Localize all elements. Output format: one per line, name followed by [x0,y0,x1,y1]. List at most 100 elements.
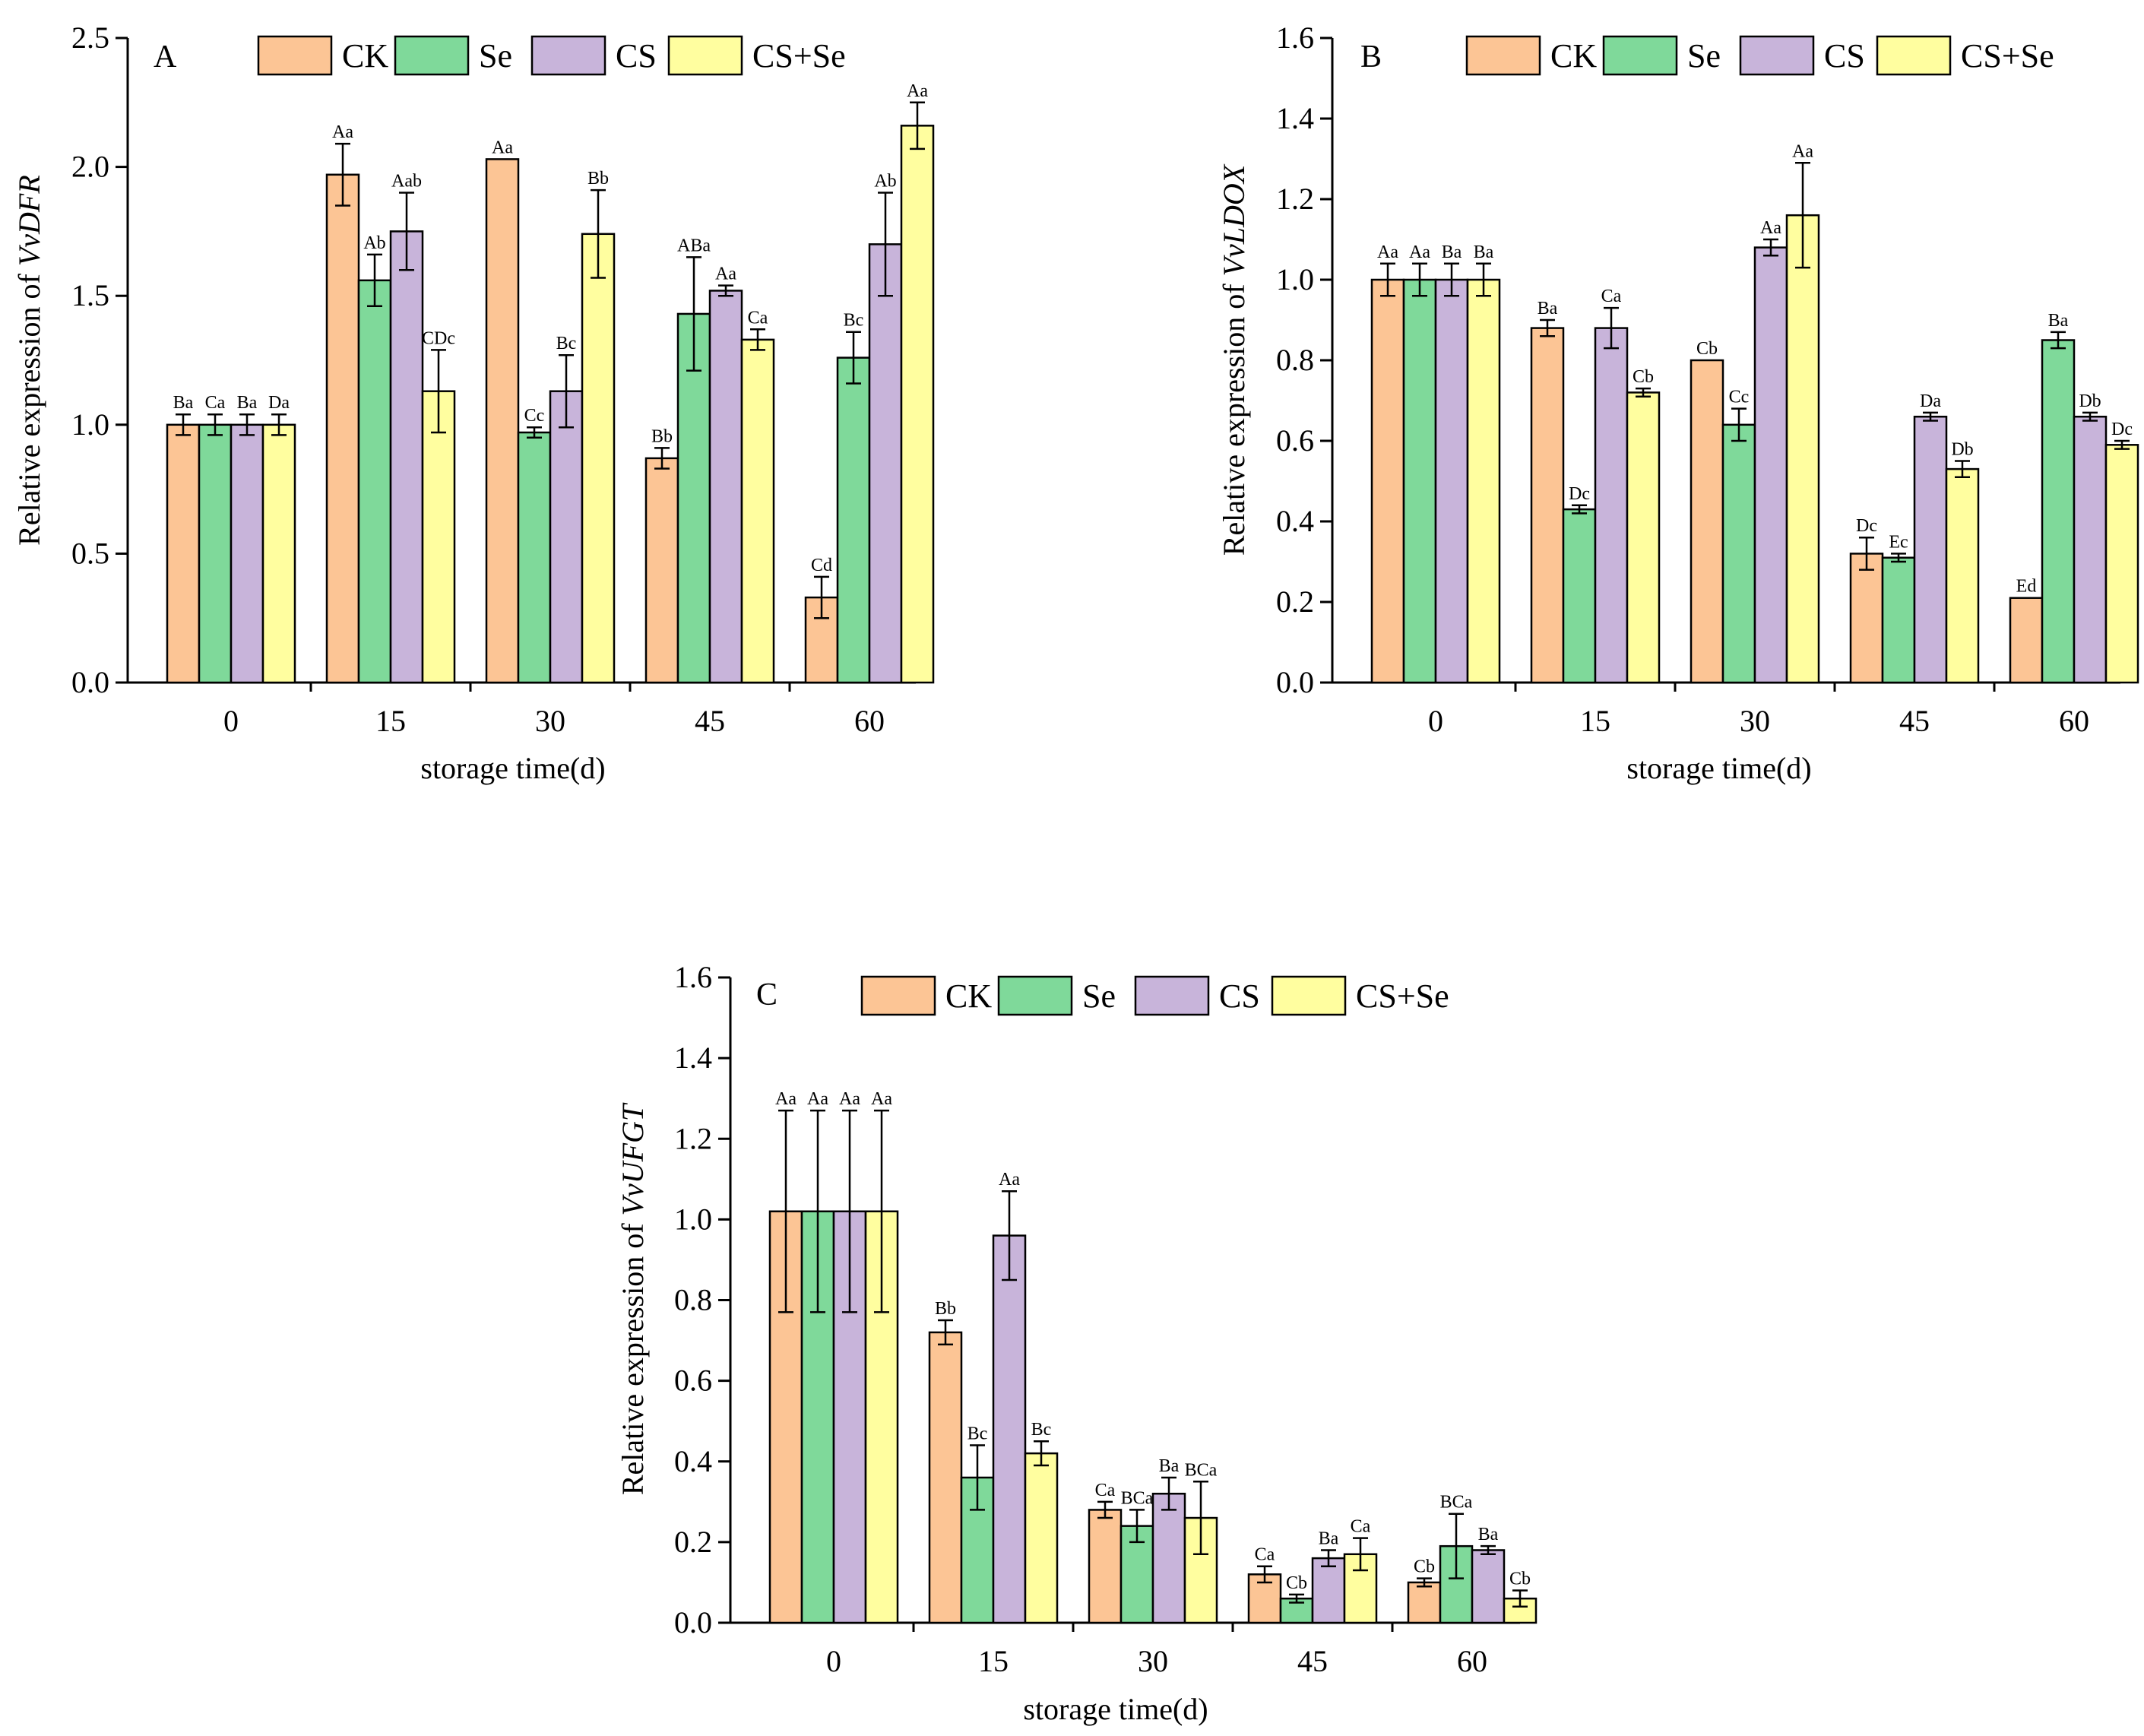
x-tick-label: 60 [854,704,885,738]
bar-se-15 [1562,508,1597,684]
x-axis-title: storage time(d) [1626,751,1811,785]
y-axis-title-gene: VvUFGT [616,1102,650,1215]
significance-label: Bc [1031,1420,1052,1440]
bar-cs-15 [1594,327,1629,684]
significance-label: Cb [1509,1570,1531,1589]
significance-label: BCa [1185,1460,1218,1480]
bar-cs-60 [1471,1549,1506,1624]
y-tick-label: 0.6 [1276,423,1314,458]
significance-label: Db [1951,440,1973,460]
legend-swatch [1876,35,1952,76]
significance-label: ABa [677,236,711,255]
y-tick-label: 1.2 [1276,182,1314,216]
significance-label: Ec [1889,532,1908,552]
x-tick-label: 15 [375,704,406,738]
legend-swatch [1465,35,1541,76]
bar-csplusse-15 [421,390,456,684]
significance-label: Aa [907,81,928,101]
legend-swatch [257,35,333,76]
bar-csplusse-0 [261,423,296,684]
y-axis-title: Relative expression of VvLDOX [1217,163,1251,556]
y-tick-label: 1.6 [674,960,712,994]
bar-se-30 [517,431,552,684]
bar-cs-45 [1311,1557,1346,1624]
legend-item-cs: CS [1739,35,1865,76]
y-tick-label: 0.6 [674,1364,712,1398]
y-axis-title-prefix: Relative expression of [12,266,46,546]
y-tick-label: 0.0 [71,665,109,699]
y-tick-label: 0.4 [674,1444,712,1478]
legend-swatch [1134,975,1210,1016]
significance-label: Ed [2016,577,2037,597]
significance-label: Cb [1696,339,1718,359]
significance-label: BCa [1440,1493,1473,1513]
legend-label: Se [479,37,512,74]
significance-label: Ab [363,233,385,253]
legend-item-ck: CK [860,975,992,1016]
significance-label: Ba [1474,242,1494,262]
legend-swatch [860,975,936,1016]
significance-label: Aa [1760,218,1781,238]
bar-csplusse-45 [740,338,775,684]
bar-csplusse-15 [1024,1452,1059,1624]
significance-label: Bb [587,169,609,188]
significance-label: Ba [1159,1456,1180,1476]
significance-label: Ca [205,393,226,413]
x-tick-label: 15 [978,1644,1009,1678]
bar-cs-45 [708,290,743,684]
significance-label: Ca [1095,1481,1116,1500]
y-tick-label: 1.4 [1276,101,1314,135]
y-tick-label: 2.5 [71,21,109,55]
significance-label: Aa [1409,242,1430,262]
significance-label: Aa [999,1170,1020,1190]
bar-cs-30 [549,390,584,684]
significance-label: Bc [556,334,577,353]
x-axis-title: storage time(d) [1023,1692,1208,1726]
significance-label: Dc [1569,484,1590,504]
y-tick-label: 0.0 [1276,665,1314,699]
significance-label: Cb [1286,1573,1307,1593]
legend-label: Se [1082,977,1116,1015]
y-tick-label: 1.5 [71,278,109,312]
legend-swatch [530,35,606,76]
bar-ck-15 [928,1331,963,1624]
significance-label: Aa [1792,141,1813,161]
significance-label: BCa [1121,1488,1154,1508]
x-tick-label: 60 [1457,1644,1487,1678]
significance-label: Ba [2048,311,2069,331]
significance-label: Ca [1601,287,1622,306]
bar-ck-45 [1849,553,1884,684]
legend-item-se: Se [1602,35,1721,76]
significance-label: Ba [1538,299,1558,318]
bar-csplusse-30 [581,233,616,684]
significance-label: Dc [1856,516,1877,536]
panel-C: 0.0 0.2 0.4 0.6 0.8 1.0 1.2 1.4 1.6 0 15 30 45 60 Aa Bb… [616,960,1538,1726]
bar-se-60 [2041,339,2076,684]
significance-label: Bc [844,311,864,331]
legend-item-ck: CK [1465,35,1597,76]
y-axis-title-prefix: Relative expression of [1217,276,1251,556]
y-tick-label: 1.0 [1276,262,1314,296]
bar-cs-60 [2073,415,2108,684]
bar-ck-60 [1407,1581,1442,1624]
significance-label: Aa [775,1089,796,1109]
x-tick-label: 0 [1428,704,1443,738]
legend-item-se: Se [997,975,1116,1016]
x-tick-label: 45 [1899,704,1930,738]
y-axis-title-gene: VvLDOX [1217,163,1251,276]
x-tick-label: 30 [535,704,565,738]
bar-ck-45 [644,457,679,684]
bar-ck-30 [1088,1509,1123,1624]
bar-ck-0 [166,423,201,684]
significance-label: Aa [839,1089,860,1109]
significance-label: Aa [871,1089,892,1109]
y-axis-title-prefix: Relative expression of [616,1215,650,1495]
x-tick-label: 0 [223,704,239,738]
bar-cs-45 [1913,415,1948,684]
x-tick-label: 30 [1740,704,1770,738]
legend-label: CK [1550,37,1597,74]
significance-label: Aa [1377,242,1398,262]
significance-label: Aab [391,172,422,192]
legend-swatch [997,975,1073,1016]
significance-label: Aa [715,265,736,284]
